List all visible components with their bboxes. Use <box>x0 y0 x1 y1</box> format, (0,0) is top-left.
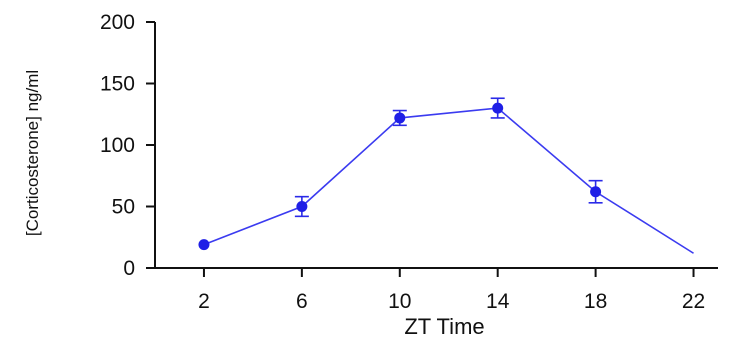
data-point <box>590 186 602 198</box>
y-tick-label: 50 <box>112 196 135 219</box>
x-tick-label: 22 <box>682 290 705 313</box>
y-ticks: 0 50 100 150 200 <box>100 11 155 280</box>
data-point <box>296 201 308 212</box>
x-tick-label: 6 <box>296 290 308 313</box>
y-tick-label: 150 <box>100 73 135 96</box>
y-axis-title: [Corticosterone] ng/ml <box>23 70 42 236</box>
y-tick-label: 200 <box>100 11 135 34</box>
series-line <box>203 107 694 254</box>
data-point <box>394 112 406 124</box>
x-tick-label: 2 <box>198 290 210 313</box>
x-axis-title: ZT Time <box>404 314 484 339</box>
x-tick-label: 18 <box>584 290 607 313</box>
x-tick-label: 14 <box>486 290 510 313</box>
y-tick-label: 0 <box>123 257 135 280</box>
data-point <box>198 239 210 251</box>
x-ticks: 2 6 10 14 18 22 <box>198 268 705 313</box>
y-tick-label: 100 <box>100 134 135 157</box>
x-tick-label: 10 <box>388 290 411 313</box>
series-group <box>198 97 694 254</box>
data-point <box>492 102 504 114</box>
